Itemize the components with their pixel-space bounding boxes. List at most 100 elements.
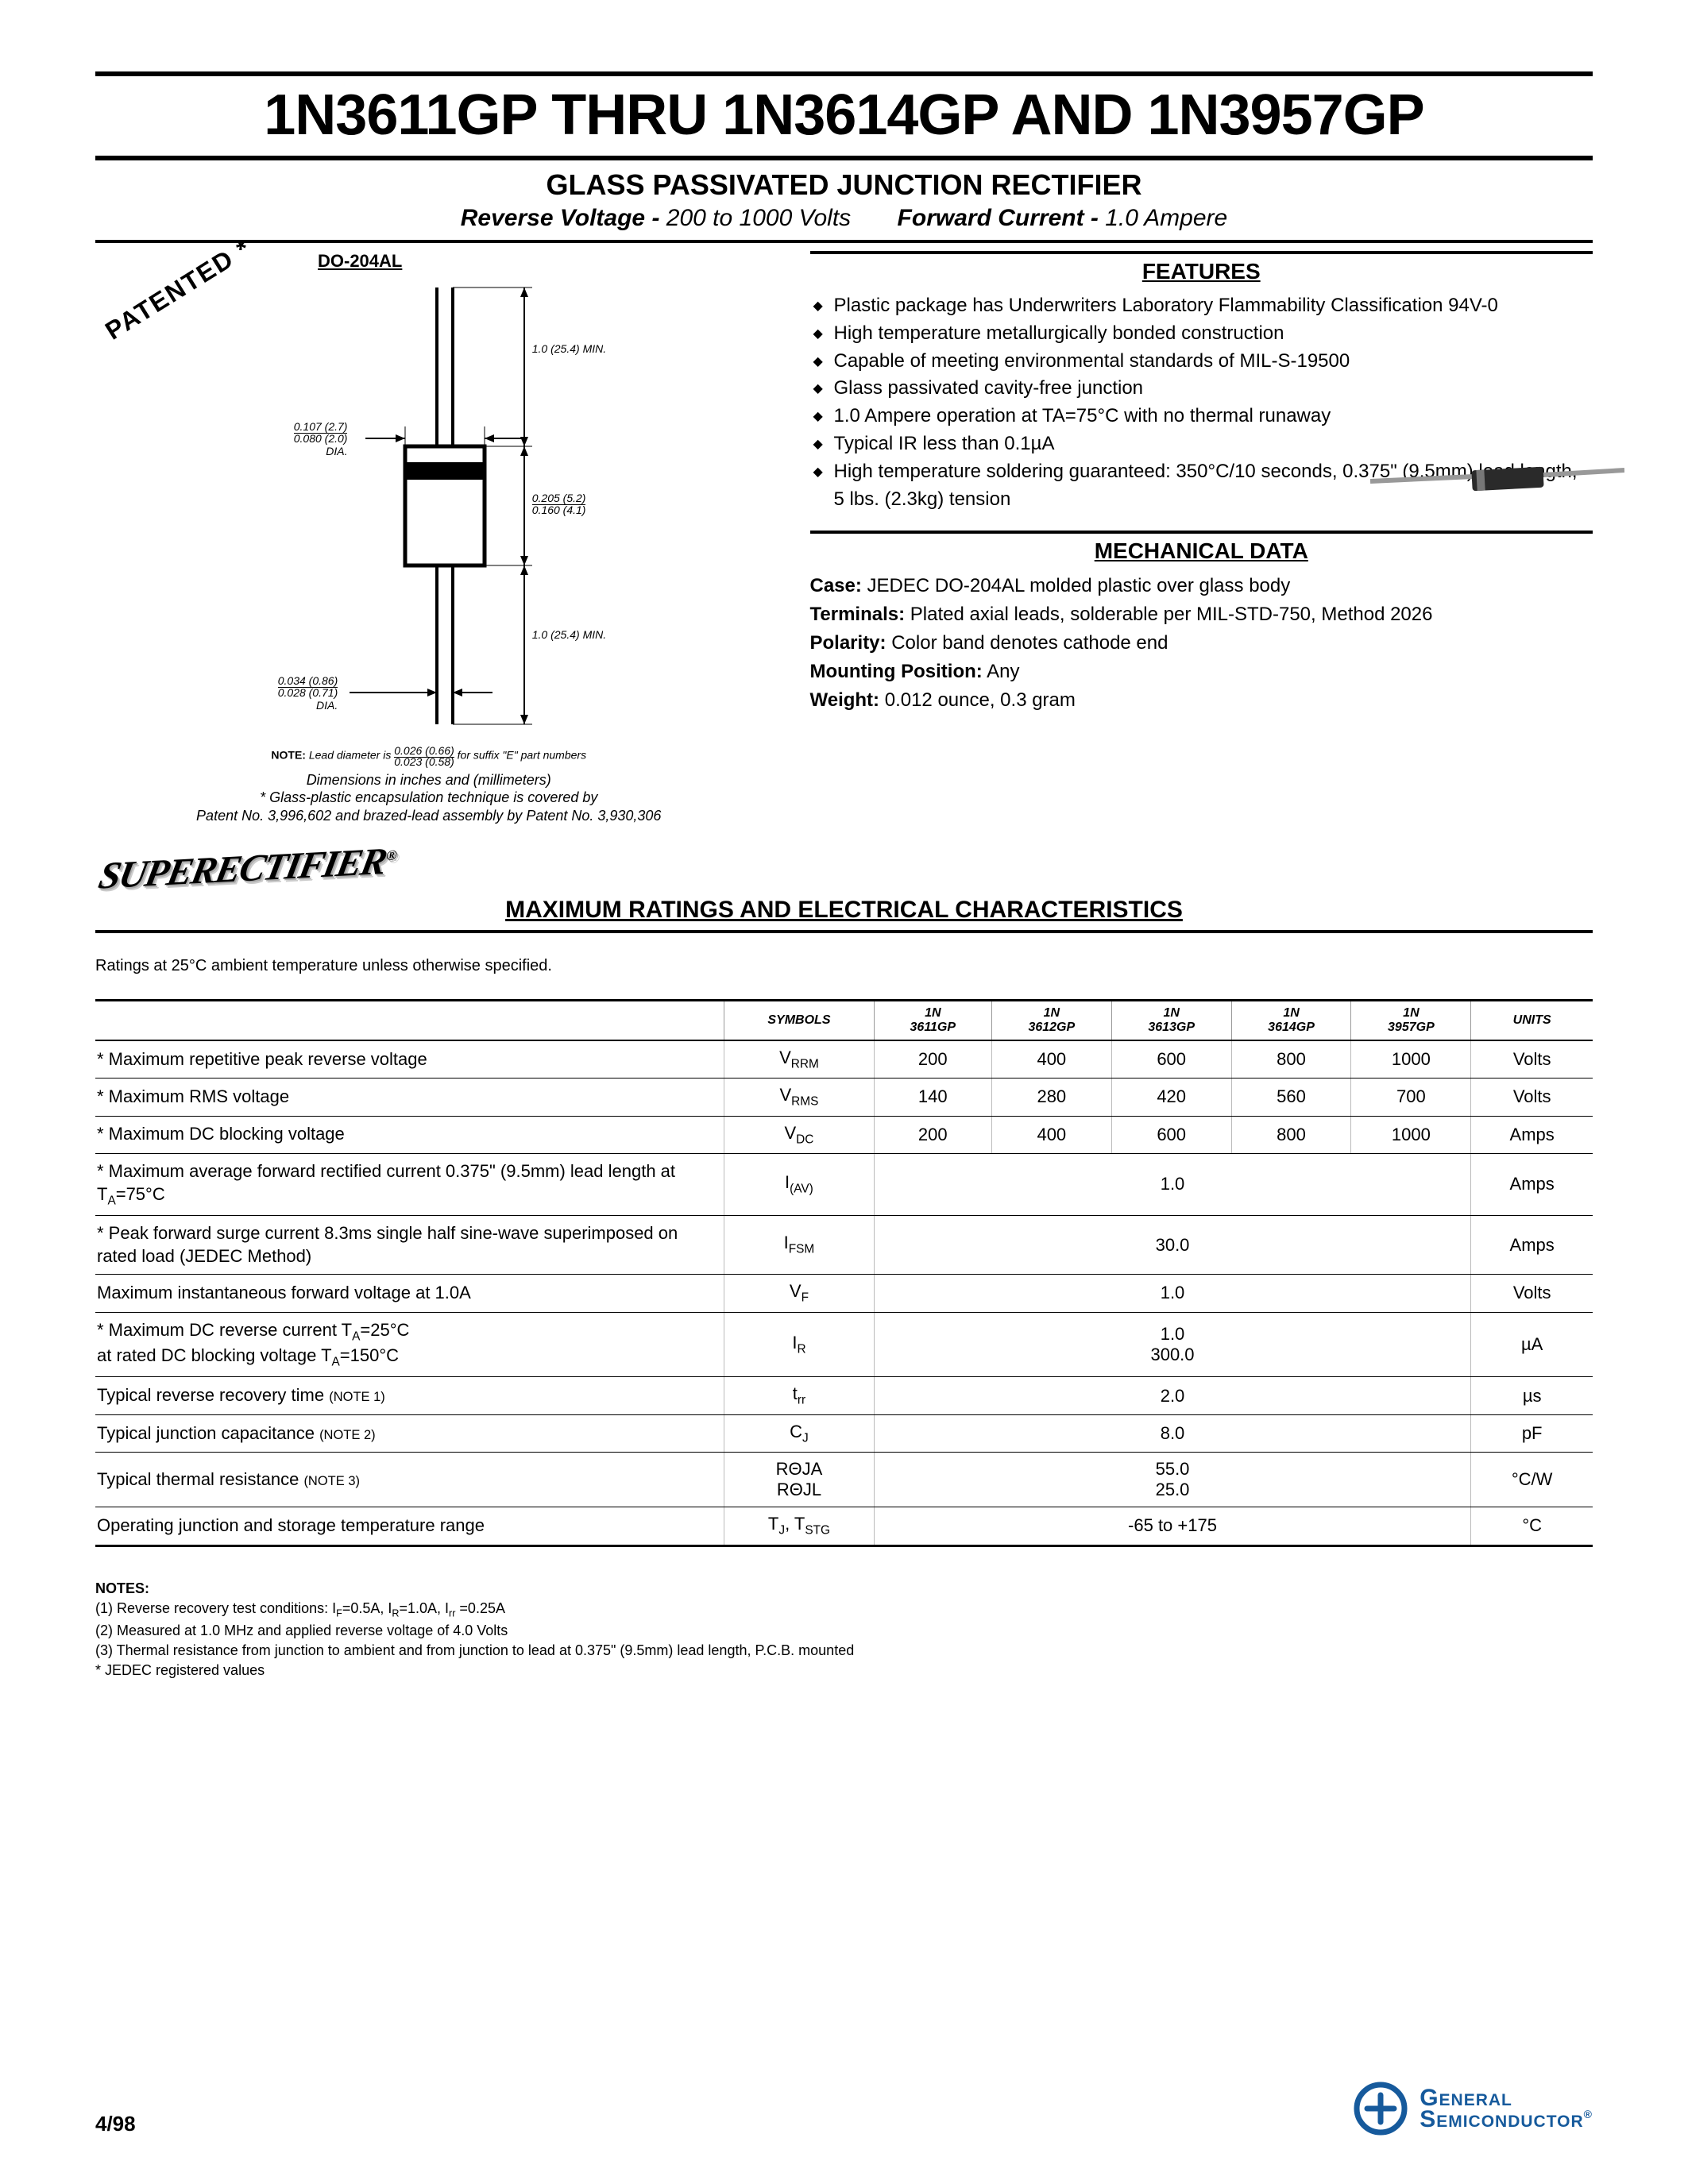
features-item: High temperature metallurgically bonded … (813, 320, 1593, 348)
table-header: SYMBOLS (724, 1000, 875, 1040)
dim-body-length: 0.205 (5.2)0.160 (4.1) (532, 492, 586, 517)
symbol-cell: I(AV) (724, 1153, 875, 1215)
value-cell: 200 (874, 1040, 991, 1078)
symbol-cell: VDC (724, 1116, 875, 1153)
note-item: (2) Measured at 1.0 MHz and applied reve… (95, 1621, 1593, 1641)
company-logo: General Semiconductor® (1353, 2081, 1593, 2136)
fwd-current-value: 1.0 Ampere (1105, 205, 1227, 231)
value-cell-merged: 30.0 (874, 1215, 1471, 1274)
value-cell: 280 (991, 1078, 1111, 1116)
unit-cell: Amps (1471, 1215, 1593, 1274)
notes-block: NOTES: (1) Reverse recovery test conditi… (95, 1579, 1593, 1681)
dim-lead-length-bot: 1.0 (25.4) MIN. (532, 629, 606, 641)
features-item: 1.0 Ampere operation at TA=75°C with no … (813, 403, 1593, 430)
table-header: 1N3957GP (1351, 1000, 1471, 1040)
unit-cell: pF (1471, 1414, 1593, 1452)
table-row: Typical reverse recovery time (NOTE 1)tr… (95, 1377, 1593, 1414)
table-header: 1N3614GP (1231, 1000, 1351, 1040)
features-item: Plastic package has Underwriters Laborat… (813, 292, 1593, 320)
param-cell: * Maximum average forward rectified curr… (95, 1153, 724, 1215)
value-cell: 1000 (1351, 1040, 1471, 1078)
features-rule-top (810, 251, 1593, 254)
unit-cell: Volts (1471, 1040, 1593, 1078)
param-cell: * Maximum DC reverse current TA=25°C at … (95, 1312, 724, 1377)
table-row: Maximum instantaneous forward voltage at… (95, 1275, 1593, 1312)
value-cell-merged: 1.0 300.0 (874, 1312, 1471, 1377)
value-cell-merged: 1.0 (874, 1153, 1471, 1215)
dim-lead-dia: 0.034 (0.86)0.028 (0.71)DIA. (278, 675, 338, 712)
param-cell: Operating junction and storage temperatu… (95, 1507, 724, 1545)
notes-heading: NOTES: (95, 1579, 1593, 1599)
note-item: (3) Thermal resistance from junction to … (95, 1641, 1593, 1661)
footer: 4/98 General Semiconductor® (95, 2081, 1593, 2136)
unit-cell: Volts (1471, 1275, 1593, 1312)
symbol-cell: VF (724, 1275, 875, 1312)
table-header: UNITS (1471, 1000, 1593, 1040)
patent-note: * Glass-plastic encapsulation technique … (95, 789, 763, 826)
dim-lead-length-top: 1.0 (25.4) MIN. (532, 343, 606, 355)
rev-voltage-label: Reverse Voltage - (461, 205, 660, 231)
mechanical-heading: MECHANICAL DATA (810, 538, 1593, 564)
unit-cell: Amps (1471, 1116, 1593, 1153)
company-name-bot: Semiconductor (1420, 2106, 1583, 2132)
value-cell: 800 (1231, 1116, 1351, 1153)
spec-rule (95, 240, 1593, 243)
param-cell: * Maximum RMS voltage (95, 1078, 724, 1116)
unit-cell: Volts (1471, 1078, 1593, 1116)
table-header: 1N3611GP (874, 1000, 991, 1040)
spec-line: Reverse Voltage - 200 to 1000 Volts Forw… (95, 202, 1593, 240)
dimensions-caption: Dimensions in inches and (millimeters) (95, 772, 763, 789)
symbol-cell: TJ, TSTG (724, 1507, 875, 1545)
features-item: Glass passivated cavity-free junction (813, 375, 1593, 403)
unit-cell: µs (1471, 1377, 1593, 1414)
table-header: 1N3613GP (1111, 1000, 1231, 1040)
symbol-cell: VRRM (724, 1040, 875, 1078)
table-row: * Maximum average forward rectified curr… (95, 1153, 1593, 1215)
package-label: DO-204AL (318, 251, 763, 272)
symbol-cell: VRMS (724, 1078, 875, 1116)
table-header: 1N3612GP (991, 1000, 1111, 1040)
dim-body-dia: 0.107 (2.7)0.080 (2.0)DIA. (294, 421, 348, 457)
param-cell: Typical thermal resistance (NOTE 3) (95, 1453, 724, 1507)
table-row: Operating junction and storage temperatu… (95, 1507, 1593, 1545)
symbol-cell: RΘJARΘJL (724, 1453, 875, 1507)
table-header (95, 1000, 724, 1040)
param-cell: * Maximum DC blocking voltage (95, 1116, 724, 1153)
value-cell: 600 (1111, 1040, 1231, 1078)
param-cell: Maximum instantaneous forward voltage at… (95, 1275, 724, 1312)
param-cell: * Peak forward surge current 8.3ms singl… (95, 1215, 724, 1274)
value-cell: 800 (1231, 1040, 1351, 1078)
value-cell: 200 (874, 1116, 991, 1153)
value-cell-merged: -65 to +175 (874, 1507, 1471, 1545)
subtitle: GLASS PASSIVATED JUNCTION RECTIFIER (95, 160, 1593, 202)
value-cell-merged: 8.0 (874, 1414, 1471, 1452)
unit-cell: °C/W (1471, 1453, 1593, 1507)
ratings-condition: Ratings at 25°C ambient temperature unle… (95, 957, 1593, 975)
right-column: FEATURES Plastic package has Underwriter… (810, 251, 1593, 881)
value-cell-merged: 55.0 25.0 (874, 1453, 1471, 1507)
param-cell: Typical reverse recovery time (NOTE 1) (95, 1377, 724, 1414)
ratings-heading: MAXIMUM RATINGS AND ELECTRICAL CHARACTER… (95, 897, 1593, 924)
footer-date: 4/98 (95, 2112, 136, 2136)
component-image (1370, 457, 1624, 505)
rev-voltage-value: 200 to 1000 Volts (666, 205, 851, 231)
features-item: Capable of meeting environmental standar… (813, 348, 1593, 376)
diagram-note: NOTE: Lead diameter is 0.026 (0.66) 0.02… (95, 745, 763, 767)
mechanical-data: Case: JEDEC DO-204AL molded plastic over… (810, 572, 1593, 715)
unit-cell: Amps (1471, 1153, 1593, 1215)
features-heading: FEATURES (810, 259, 1593, 284)
ratings-rule (95, 930, 1593, 933)
mech-rule-top (810, 531, 1593, 534)
value-cell: 400 (991, 1040, 1111, 1078)
table-row: * Maximum DC blocking voltageVDC20040060… (95, 1116, 1593, 1153)
note-item: * JEDEC registered values (95, 1661, 1593, 1680)
value-cell-merged: 2.0 (874, 1377, 1471, 1414)
value-cell: 600 (1111, 1116, 1231, 1153)
table-row: * Maximum repetitive peak reverse voltag… (95, 1040, 1593, 1078)
symbol-cell: CJ (724, 1414, 875, 1452)
symbol-cell: IR (724, 1312, 875, 1377)
ratings-table: SYMBOLS1N3611GP1N3612GP1N3613GP1N3614GP1… (95, 999, 1593, 1547)
table-row: * Maximum RMS voltageVRMS140280420560700… (95, 1078, 1593, 1116)
value-cell: 1000 (1351, 1116, 1471, 1153)
value-cell: 700 (1351, 1078, 1471, 1116)
